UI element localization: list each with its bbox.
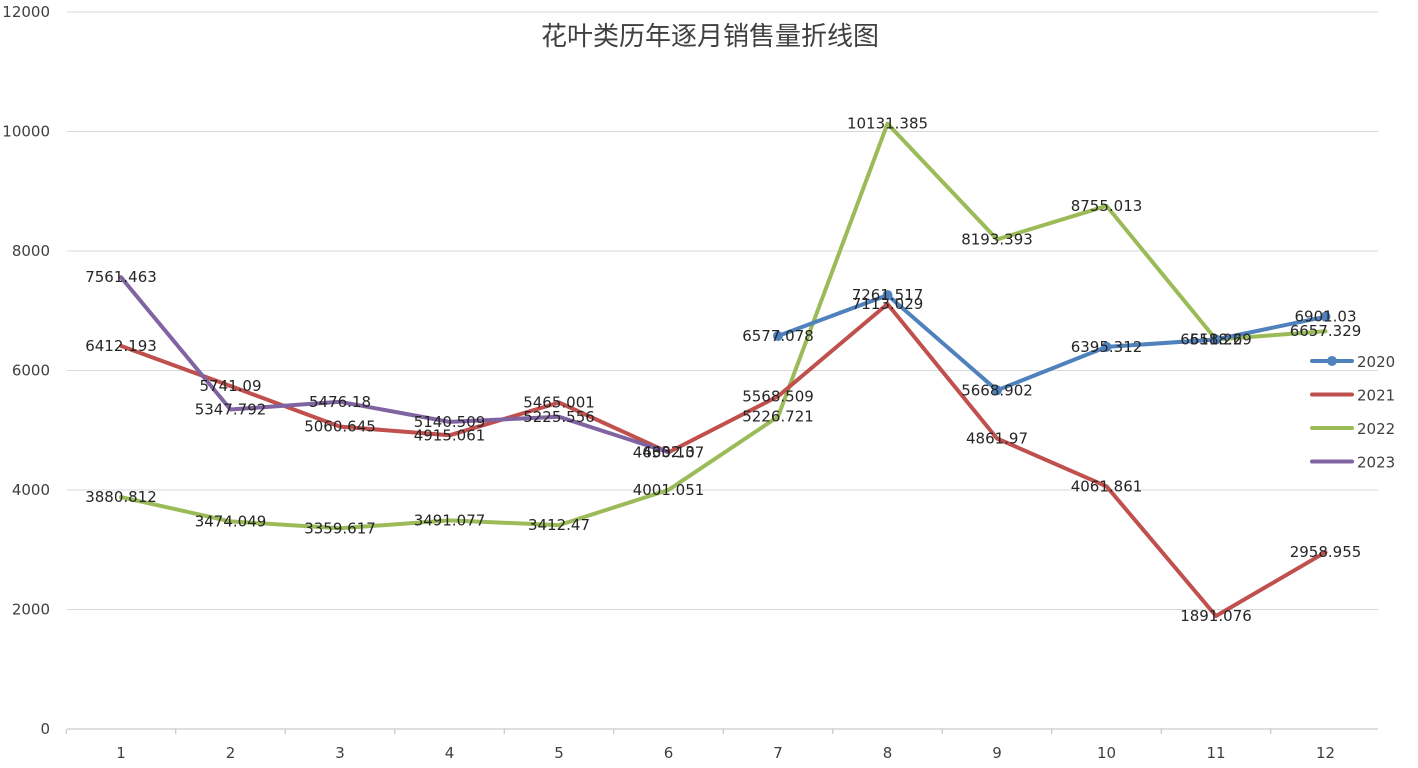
data-point-2020 — [773, 331, 783, 342]
x-tick-label: 9 — [992, 744, 1002, 762]
legend-label-2020: 2020 — [1357, 353, 1395, 371]
data-label-2022: 3880.812 — [85, 488, 157, 506]
data-point-2020 — [1211, 334, 1221, 345]
x-tick-label: 3 — [335, 744, 345, 762]
data-label-2021: 4861.97 — [966, 429, 1028, 447]
x-tick-label: 4 — [445, 744, 455, 762]
data-label-2022: 4001.051 — [633, 481, 705, 499]
x-tick-label: 1 — [116, 744, 126, 762]
data-label-2023: 5225.556 — [523, 408, 595, 426]
data-label-2023: 7561.463 — [85, 268, 157, 286]
y-tick-label: 12000 — [2, 3, 50, 21]
data-label-2023: 4632.3 — [642, 443, 695, 461]
data-label-2021: 1891.076 — [1180, 607, 1252, 625]
data-label-2022: 3359.617 — [304, 519, 376, 537]
data-label-2023: 5476.18 — [309, 393, 371, 411]
data-label-2022: 8193.393 — [961, 230, 1033, 248]
x-tick-label: 2 — [226, 744, 236, 762]
y-tick-label: 2000 — [12, 601, 50, 619]
data-point-2020 — [1101, 341, 1112, 352]
x-tick-label: 12 — [1316, 744, 1335, 762]
data-point-2020 — [992, 385, 1002, 396]
data-label-2021: 4061.861 — [1071, 477, 1143, 495]
data-label-2020: 5668.902 — [961, 381, 1033, 399]
x-tick-label: 5 — [554, 744, 564, 762]
data-label-2020: 6395.312 — [1071, 338, 1143, 356]
y-tick-label: 8000 — [12, 242, 50, 260]
y-tick-label: 4000 — [12, 481, 50, 499]
data-label-2023: 5347.792 — [195, 400, 267, 418]
y-tick-label: 10000 — [2, 123, 50, 141]
data-label-2022: 3474.049 — [195, 512, 267, 530]
legend-marker-2020 — [1327, 356, 1337, 366]
data-label-2020: 6518.269 — [1180, 331, 1252, 349]
legend-label-2023: 2023 — [1357, 454, 1395, 472]
y-tick-label: 0 — [40, 720, 50, 738]
series-line-2020 — [776, 293, 1328, 393]
x-tick-label: 11 — [1206, 744, 1225, 762]
x-tick-label: 7 — [773, 744, 783, 762]
y-tick-label: 6000 — [12, 362, 50, 380]
series-line-2023 — [119, 275, 671, 455]
data-label-2020: 6901.03 — [1294, 308, 1356, 326]
data-label-2022: 5226.721 — [742, 408, 814, 426]
data-label-2021: 4630.107 — [633, 443, 705, 461]
data-point-2020 — [882, 290, 893, 301]
data-label-2021: 7113.029 — [852, 295, 924, 313]
data-label-2021: 4915.061 — [414, 426, 486, 444]
x-tick-label: 6 — [664, 744, 674, 762]
gridlines — [67, 11, 1378, 730]
series-lines — [119, 121, 1331, 618]
legend-label-2022: 2022 — [1357, 420, 1395, 438]
data-label-2022: 8755.013 — [1071, 197, 1143, 215]
data-label-2021: 2958.955 — [1290, 543, 1362, 561]
legend-label-2021: 2021 — [1357, 387, 1395, 405]
series-line-2021 — [119, 302, 1328, 618]
data-label-2022: 3491.077 — [414, 511, 486, 529]
data-label-2021: 5741.09 — [199, 377, 261, 395]
data-label-2020: 7261.517 — [852, 286, 924, 304]
legend: 2020 2021 2022 2023 — [1310, 353, 1395, 472]
data-label-2022: 3412.47 — [528, 516, 590, 534]
x-tick-label: 10 — [1097, 744, 1116, 762]
data-label-2021: 5465.001 — [523, 393, 595, 411]
series-line-2022 — [119, 121, 1328, 531]
data-label-2023: 5140.509 — [414, 413, 486, 431]
x-tick-label: 8 — [883, 744, 893, 762]
data-label-2020: 6577.078 — [742, 327, 814, 345]
chart-title: 花叶类历年逐月销售量折线图 — [541, 22, 879, 52]
data-point-2020 — [1320, 311, 1331, 322]
data-label-2021: 5568.509 — [742, 387, 814, 405]
data-label-2022: 6657.329 — [1290, 322, 1362, 340]
data-label-2022: 10131.385 — [847, 115, 928, 133]
data-label-2021: 5060.645 — [304, 418, 376, 436]
data-label-2022: 6518.2 — [1190, 331, 1243, 349]
data-label-2021: 6412.193 — [85, 337, 157, 355]
